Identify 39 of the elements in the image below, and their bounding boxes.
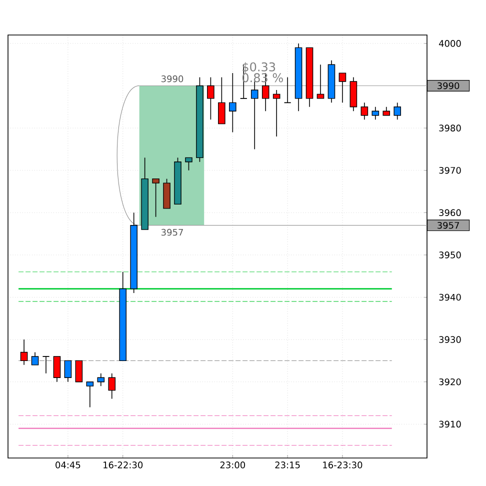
candlestick	[394, 102, 402, 120]
y-tick-label: 3980	[439, 124, 461, 132]
ref-line-label: 3990	[438, 82, 460, 90]
candlestick	[152, 178, 160, 218]
y-tick-label: 3940	[439, 294, 461, 301]
candlestick	[316, 64, 324, 99]
x-tick-label: 04:45	[56, 462, 80, 468]
y-tick-label: 3960	[439, 209, 461, 216]
y-tick-label: 3920	[439, 378, 461, 386]
annotation: 3957	[162, 228, 183, 236]
candlestick	[53, 356, 61, 382]
x-tick-label: 16-23:30	[323, 462, 362, 468]
candlestick	[86, 381, 94, 408]
y-tick-label: 3970	[439, 166, 461, 174]
candlestick	[338, 72, 346, 104]
candlestick	[108, 373, 116, 400]
y-tick-label: 3950	[439, 252, 461, 258]
candlestick	[42, 356, 50, 374]
candlestick	[207, 76, 214, 120]
candlestick	[64, 360, 72, 382]
ref-line-label: 3957	[438, 222, 459, 229]
y-tick-label: 3910	[439, 420, 461, 428]
x-tick-label: 16-22:30	[104, 462, 143, 468]
candlestick	[20, 339, 28, 366]
y-tick-label: 3930	[439, 336, 461, 343]
candlestick	[250, 81, 258, 150]
annotation: 3990	[162, 75, 184, 82]
candlestick	[229, 72, 236, 133]
candlestick	[185, 157, 192, 171]
candlestick	[31, 352, 39, 366]
candlestick	[284, 76, 292, 104]
candlestick	[97, 373, 105, 386]
candlestick	[272, 90, 280, 137]
x-tick-label: 23:00	[220, 462, 246, 468]
candlestick	[75, 360, 83, 382]
x-tick-label: 23:15	[275, 462, 300, 468]
candlestick	[218, 76, 226, 124]
y-tick-label: 4000	[438, 40, 461, 47]
candlestick	[360, 102, 368, 120]
